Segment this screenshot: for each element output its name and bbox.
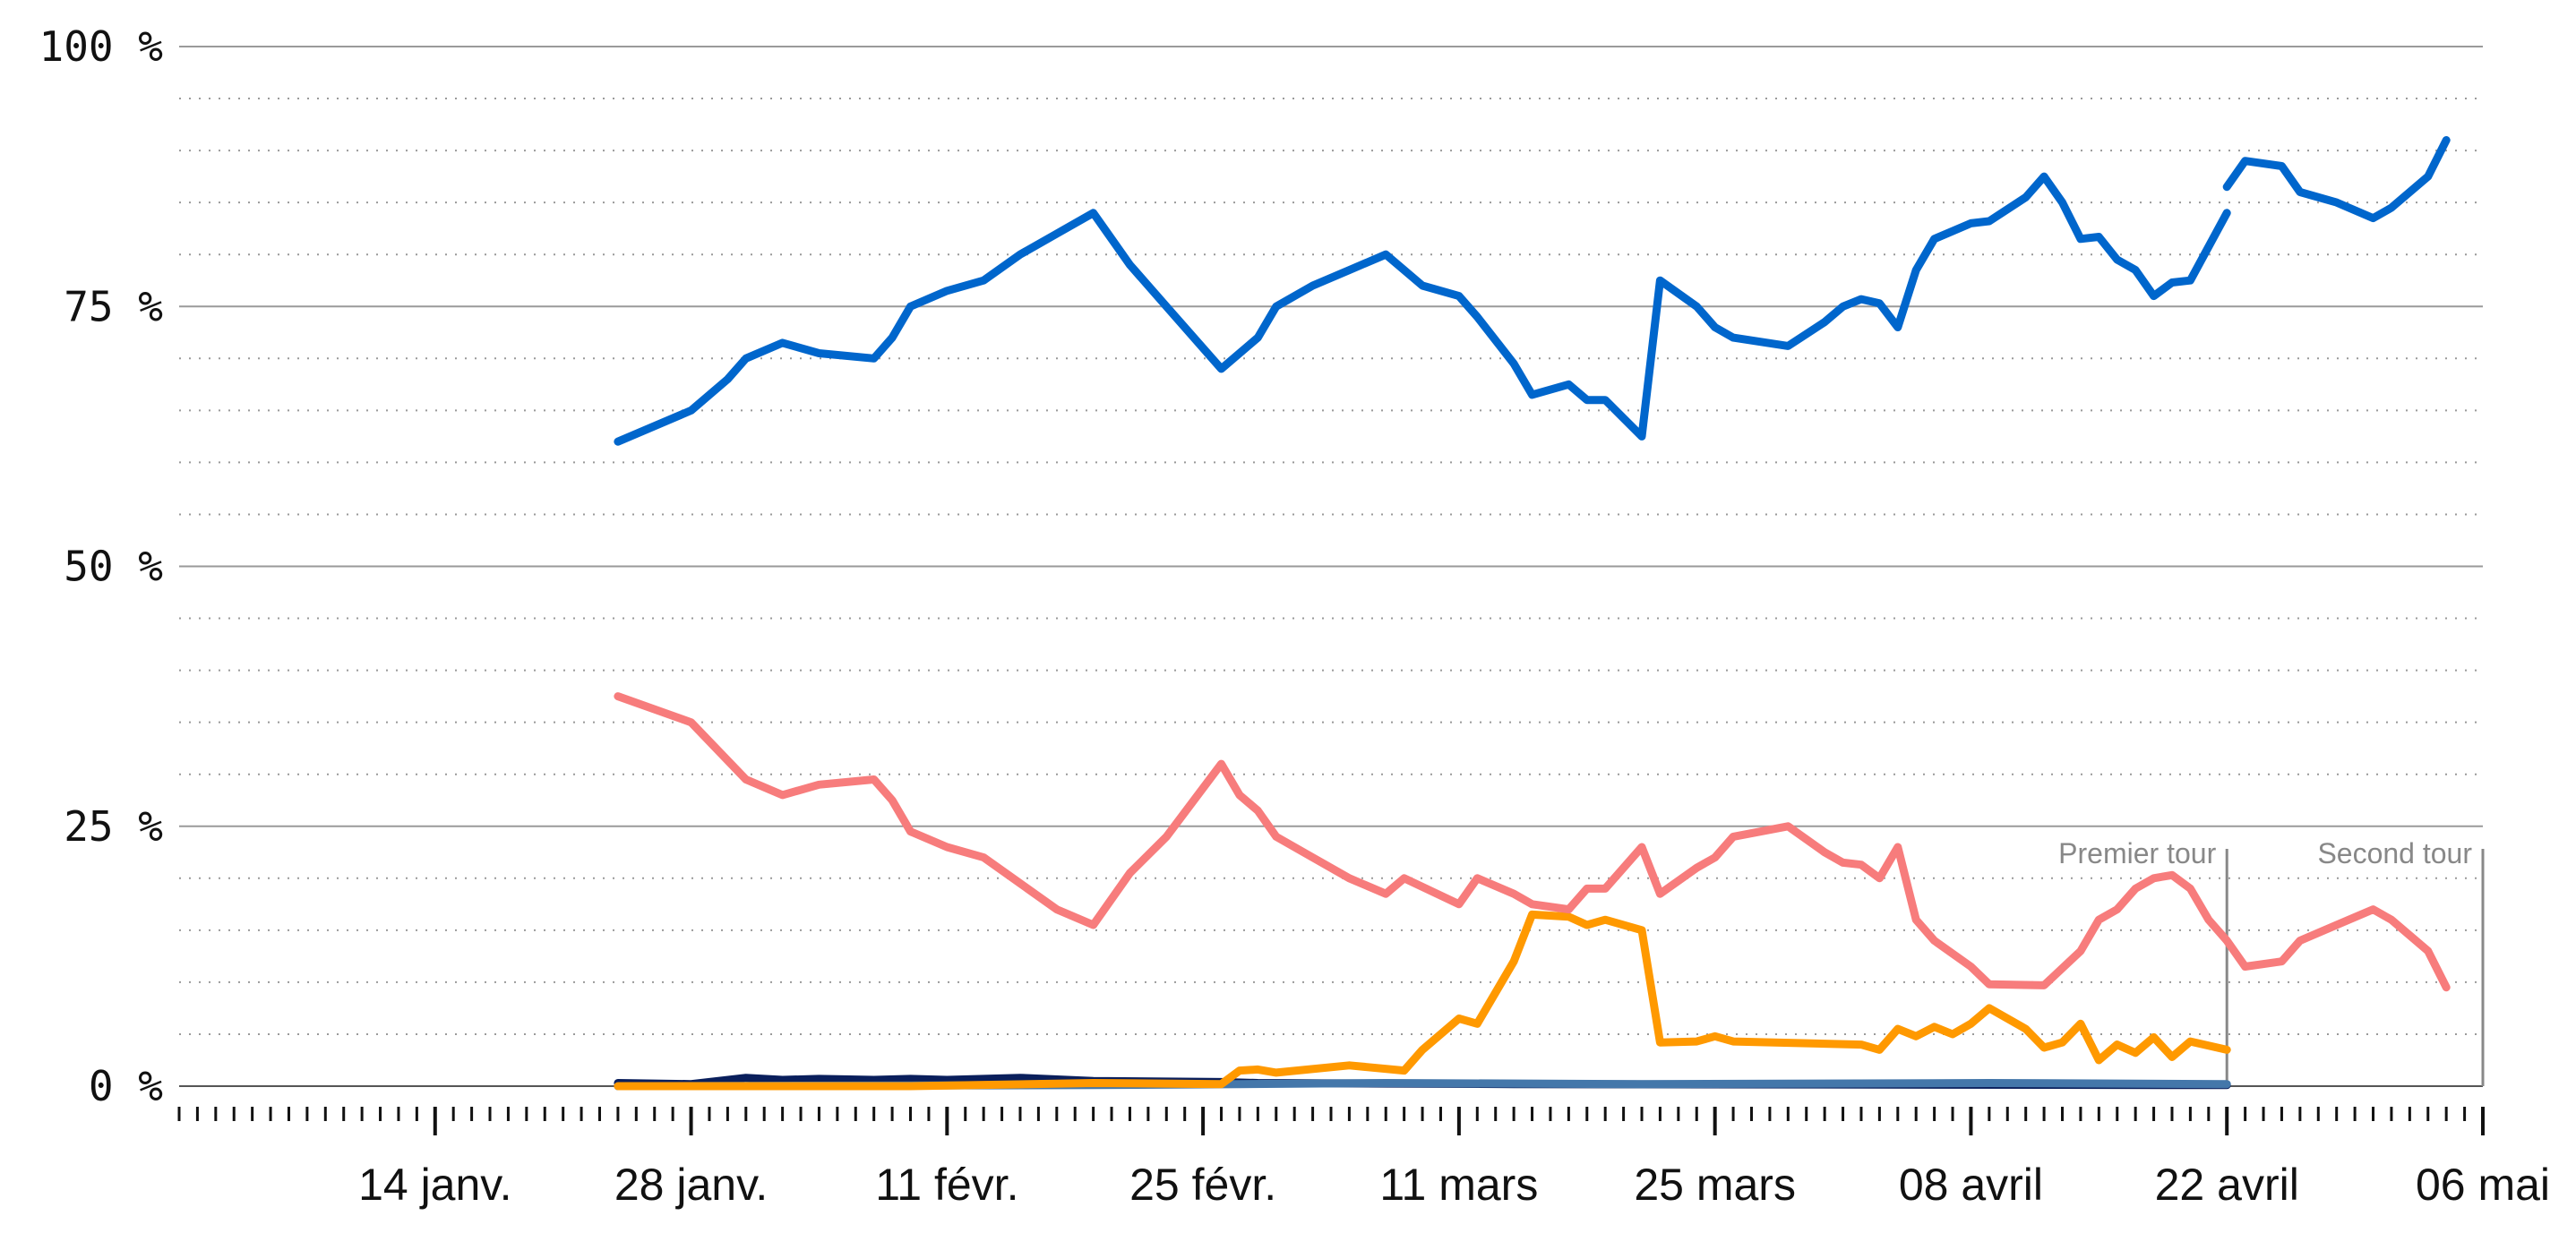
x-tick-label: 11 févr. bbox=[875, 1160, 1018, 1210]
y-tick-label: 75 % bbox=[64, 282, 163, 330]
y-axis: 0 % 25 % 50 % 75 % 100 % bbox=[39, 22, 163, 1110]
series-lines bbox=[614, 136, 2451, 1091]
series-0-line-segment-0 bbox=[614, 172, 2231, 446]
x-axis: 14 janv. 28 janv. 11 févr. 25 févr. 11 mars 2… bbox=[177, 1107, 2550, 1210]
x-tick-label: 25 févr. bbox=[1129, 1160, 1276, 1210]
series-0-line-segment-1 bbox=[2222, 136, 2451, 223]
x-tick-label: 22 avril bbox=[2155, 1160, 2299, 1210]
x-tick-label: 06 mai bbox=[2416, 1160, 2550, 1210]
series-2-line-segment-0 bbox=[614, 910, 2231, 1091]
y-tick-label: 100 % bbox=[39, 22, 163, 71]
x-tick-label: 25 mars bbox=[1634, 1160, 1796, 1210]
election-phase-markers: Premier tour Second tour bbox=[2058, 837, 2485, 1086]
series-1-line-segment-0 bbox=[614, 692, 2451, 992]
y-tick-label: 50 % bbox=[64, 543, 163, 591]
x-tick-label: 11 mars bbox=[1379, 1160, 1538, 1210]
x-tick-label: 08 avril bbox=[1899, 1160, 2043, 1210]
y-tick-label: 25 % bbox=[64, 802, 163, 851]
phase-marker-label: Second tour bbox=[2317, 837, 2472, 869]
y-tick-label: 0 % bbox=[89, 1062, 163, 1110]
x-tick-label: 14 janv. bbox=[358, 1160, 511, 1210]
x-tick-label: 28 janv. bbox=[614, 1160, 768, 1210]
phase-marker-label: Premier tour bbox=[2058, 837, 2216, 869]
